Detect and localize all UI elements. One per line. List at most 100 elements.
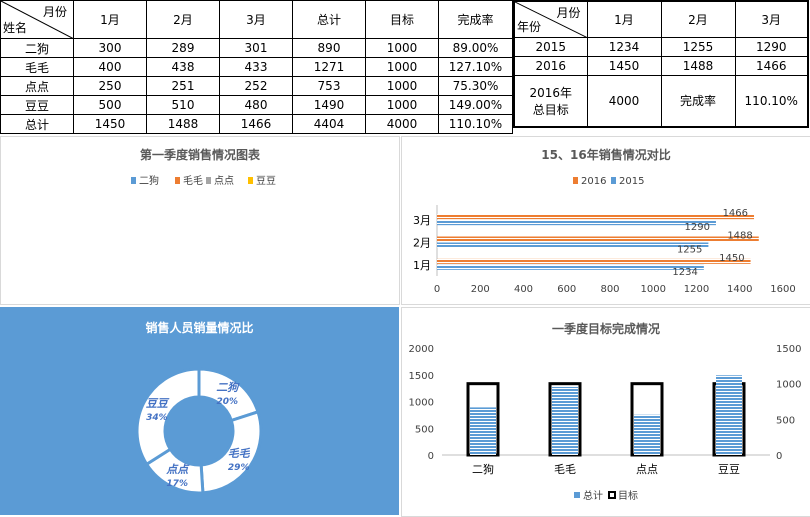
table2-corner-diagonal [515, 2, 586, 36]
total-bar [552, 387, 578, 455]
chart-sales-share: 销售人员销量情况比 二狗 20% 毛毛 29% 点点 17% 豆豆 34% [0, 307, 399, 515]
total-bar [470, 407, 496, 455]
table-row: 二狗 300 289 301 890 1000 89.00% [0, 38, 513, 58]
table2-corner-cell: 月份 年份 [513, 0, 588, 38]
slice-label: 毛毛 [228, 447, 251, 460]
y-tick-label: 1月 [413, 259, 431, 272]
legend-label: 豆豆 [256, 175, 276, 187]
legend-label: 总计 [583, 489, 603, 502]
legend-swatch [573, 177, 578, 184]
table-cell: 438 [146, 57, 220, 77]
legend-swatch [611, 177, 616, 184]
doughnut-chart: 二狗 20% 毛毛 29% 点点 17% 豆豆 34% [135, 367, 263, 495]
table-cell: 1290 [734, 36, 809, 57]
slice-percent: 20% [216, 397, 238, 407]
row-year: 2016 [513, 55, 588, 76]
x-tick-label: 二狗 [472, 463, 494, 476]
data-label: 1290 [685, 222, 710, 233]
table-row: 毛毛 400 438 433 1271 1000 127.10% [0, 57, 513, 77]
table-cell: 127.10% [438, 57, 513, 77]
target-label-line2: 总目标 [532, 102, 569, 117]
y-tick-label-left: 1500 [409, 371, 434, 382]
table-cell: 89.00% [438, 38, 513, 58]
table1-corner-bottom: 姓名 [3, 21, 28, 35]
y-tick-label: 3月 [413, 214, 431, 227]
rate-label: 完成率 [660, 74, 736, 128]
y-tick-label-left: 500 [415, 424, 434, 435]
x-tick-label: 200 [471, 284, 490, 295]
table-row: 点点 250 251 252 753 1000 75.30% [0, 76, 513, 96]
x-tick-label: 800 [600, 284, 619, 295]
row-name: 总计 [0, 114, 74, 134]
data-label: 1488 [727, 231, 752, 242]
table-cell: 289 [146, 38, 220, 58]
table-cell: 4000 [365, 114, 439, 134]
y-tick-label-right: 1000 [776, 380, 801, 391]
rate-value: 110.10% [734, 74, 809, 128]
x-tick-label: 1000 [641, 284, 666, 295]
doughnut-slice [199, 409, 263, 495]
table-cell: 1450 [73, 114, 147, 134]
x-tick-label: 400 [514, 284, 533, 295]
table1-header: 目标 [365, 0, 439, 39]
table1-corner-diagonal [1, 1, 73, 38]
y-tick-label-left: 0 [428, 451, 434, 462]
table-cell: 149.00% [438, 95, 513, 115]
column-chart: 二狗毛毛点点豆豆02004006001月3004002505002月289438… [131, 174, 276, 187]
x-tick-label: 豆豆 [718, 463, 740, 476]
table2-header: 2月 [660, 0, 736, 38]
table-cell: 1000 [365, 57, 439, 77]
target-label-line1: 2016年 [529, 85, 573, 100]
table-cell: 1488 [146, 114, 220, 134]
x-tick-label: 1400 [727, 284, 752, 295]
table-cell: 753 [292, 76, 366, 96]
table-cell: 400 [73, 57, 147, 77]
table-cell: 4404 [292, 114, 366, 134]
table-cell: 1450 [586, 55, 662, 76]
legend-label: 二狗 [139, 174, 159, 187]
table-cell: 252 [219, 76, 293, 96]
table-cell: 1490 [292, 95, 366, 115]
data-label: 1255 [677, 245, 702, 256]
slice-label: 点点 [165, 463, 190, 476]
table1-header: 3月 [219, 0, 293, 39]
table-cell: 75.30% [438, 76, 513, 96]
legend-swatch [175, 177, 180, 184]
y-tick-label: 2月 [413, 237, 431, 250]
table-cell: 1466 [219, 114, 293, 134]
doughnut-slice [197, 367, 260, 423]
table-cell: 1234 [586, 36, 662, 57]
table-cell: 1000 [365, 38, 439, 58]
row-name: 毛毛 [0, 57, 74, 77]
row-name: 二狗 [0, 38, 74, 58]
chart-title: 一季度目标完成情况 [551, 322, 660, 336]
table-cell: 300 [73, 38, 147, 58]
table-row: 总计 1450 1488 1466 4404 4000 110.10% [0, 114, 513, 134]
table-cell: 251 [146, 76, 220, 96]
table2-header: 1月 [586, 0, 662, 38]
table-cell: 510 [146, 95, 220, 115]
y-tick-label-right: 0 [776, 451, 782, 462]
table-row: 2016年 总目标 4000 完成率 110.10% [513, 74, 809, 128]
slice-label: 豆豆 [146, 397, 170, 410]
table-cell: 301 [219, 38, 293, 58]
data-label: 1234 [672, 267, 697, 278]
y-tick-label-right: 1500 [776, 344, 801, 355]
table-row: 2016 1450 1488 1466 [513, 55, 809, 76]
table-cell: 433 [219, 57, 293, 77]
slice-percent: 17% [166, 479, 188, 489]
table-cell: 480 [219, 95, 293, 115]
table-cell: 250 [73, 76, 147, 96]
x-tick-label: 600 [557, 284, 576, 295]
legend-label: 2016 [581, 176, 606, 187]
table-cell: 500 [73, 95, 147, 115]
bar [437, 220, 716, 226]
y-tick-label-right: 500 [776, 415, 795, 426]
table1-header: 1月 [73, 0, 147, 39]
sales-table: 月份 姓名 1月 2月 3月 总计 目标 完成率 二狗 300 289 301 … [0, 0, 513, 134]
legend-label: 2015 [619, 176, 644, 187]
bar [437, 214, 755, 220]
bar [437, 242, 709, 248]
chart-title: 第一季度销售情况图表 [139, 148, 260, 162]
